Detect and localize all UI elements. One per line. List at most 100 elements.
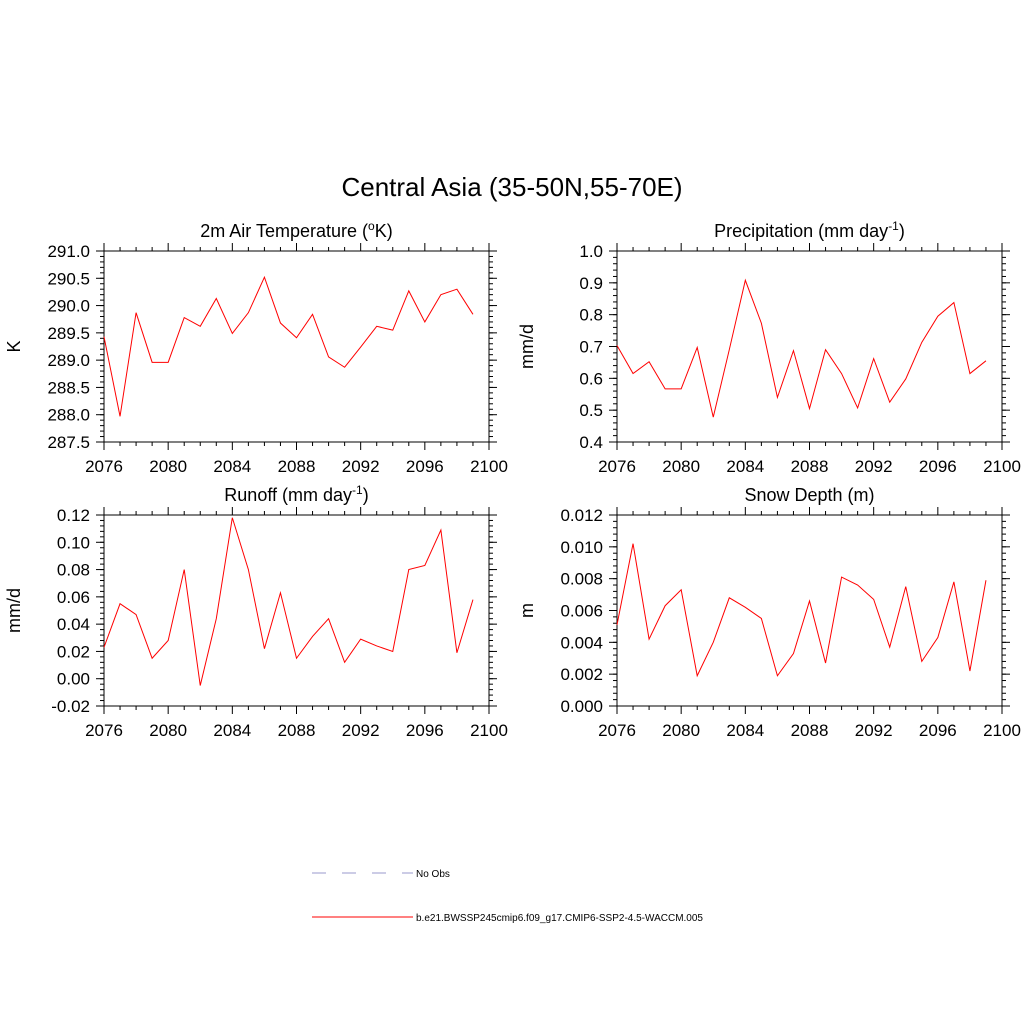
y-axis-label: mm/d: [517, 324, 537, 369]
data-point: [729, 349, 730, 350]
y-tick-label: 0.08: [57, 561, 90, 580]
y-tick-label: 0.002: [560, 665, 603, 684]
data-point: [312, 314, 313, 315]
y-tick-label: 0.10: [57, 533, 90, 552]
data-point: [713, 642, 714, 643]
data-point: [344, 367, 345, 368]
data-point: [376, 645, 377, 646]
x-tick-label: 2096: [919, 457, 957, 476]
data-point: [135, 614, 136, 615]
figure-title: Central Asia (35-50N,55-70E): [341, 172, 682, 202]
y-tick-label: 290.0: [47, 297, 90, 316]
data-point: [216, 618, 217, 619]
panel-title-tail: ): [363, 485, 369, 505]
x-tick-label: 2100: [983, 457, 1021, 476]
data-point: [248, 312, 249, 313]
data-point: [729, 597, 730, 598]
panels: 2m Air Temperature (oK) K 2076 2080 2084 2088…: [4, 219, 1021, 740]
y-tick-label: 288.5: [47, 378, 90, 397]
panel-title-text: Snow Depth (m): [744, 485, 874, 505]
x-tick-label: 2080: [662, 721, 700, 740]
data-point: [360, 639, 361, 640]
panel-title-text: 2m Air Temperature (: [200, 221, 368, 241]
data-point: [216, 298, 217, 299]
data-point: [841, 373, 842, 374]
y-tick-label: 0.000: [560, 697, 603, 716]
x-tick-label: 2092: [342, 721, 380, 740]
panel-title-superscript: -1: [352, 483, 363, 497]
data-point: [232, 517, 233, 518]
x-tick-label: 2084: [726, 457, 764, 476]
y-tick-label: 289.0: [47, 351, 90, 370]
data-point: [921, 661, 922, 662]
plot-frame: [616, 514, 1003, 707]
data-point: [264, 277, 265, 278]
legend-item: b.e21.BWSSP245cmip6.f09_g17.CMIP6-SSP2-4…: [312, 913, 703, 924]
legend: No Obs b.e21.BWSSP245cmip6.f09_g17.CMIP6-…: [312, 869, 703, 924]
data-point: [713, 417, 714, 418]
y-tick-label: 0.012: [560, 506, 603, 525]
y-tick-label: 0.006: [560, 602, 603, 621]
chart-panel-snow: Snow Depth (m) m 2076 2080 2084 2088 2092 2096 2…: [517, 485, 1021, 740]
data-point: [408, 290, 409, 291]
x-tick-label: 2080: [662, 457, 700, 476]
data-point: [472, 314, 473, 315]
y-tick-label: 0.7: [579, 338, 603, 357]
data-point: [184, 569, 185, 570]
data-point: [905, 586, 906, 587]
data-point: [857, 584, 858, 585]
x-tick-label: 2088: [278, 457, 316, 476]
data-point: [408, 569, 409, 570]
y-tick-label: 289.5: [47, 324, 90, 343]
data-point: [472, 599, 473, 600]
data-point: [761, 618, 762, 619]
y-tick-label: 0.00: [57, 670, 90, 689]
x-tick-label: 2096: [406, 457, 444, 476]
data-point: [328, 618, 329, 619]
legend-item: No Obs: [312, 869, 450, 880]
data-point: [296, 337, 297, 338]
panel-title-superscript: o: [368, 219, 375, 233]
data-point: [264, 648, 265, 649]
data-point: [103, 336, 104, 337]
x-tick-label: 2076: [85, 457, 123, 476]
data-point: [665, 605, 666, 606]
y-tick-label: 288.0: [47, 406, 90, 425]
data-point: [392, 330, 393, 331]
x-tick-label: 2100: [470, 457, 508, 476]
y-tick-label: 0.010: [560, 538, 603, 557]
data-point: [809, 408, 810, 409]
data-point: [376, 326, 377, 327]
x-tick-label: 2092: [855, 721, 893, 740]
data-point: [985, 580, 986, 581]
y-tick-label: 0.004: [560, 633, 603, 652]
data-point: [969, 373, 970, 374]
legend-label: b.e21.BWSSP245cmip6.f09_g17.CMIP6-SSP2-4…: [416, 913, 703, 924]
x-tick-label: 2084: [213, 721, 251, 740]
x-tick-label: 2076: [598, 721, 636, 740]
data-point: [889, 402, 890, 403]
data-point: [103, 647, 104, 648]
data-point: [168, 362, 169, 363]
y-tick-label: 0.008: [560, 570, 603, 589]
x-tick-label: 2092: [342, 457, 380, 476]
data-point: [697, 675, 698, 676]
data-point: [745, 607, 746, 608]
data-point: [344, 662, 345, 663]
data-point: [681, 388, 682, 389]
data-point: [648, 361, 649, 362]
data-point: [889, 647, 890, 648]
data-point: [809, 600, 810, 601]
x-tick-label: 2088: [278, 721, 316, 740]
data-point: [665, 388, 666, 389]
data-point: [745, 280, 746, 281]
data-point: [232, 333, 233, 334]
data-point: [135, 312, 136, 313]
y-tick-label: 291.0: [47, 242, 90, 261]
plot-frame: [616, 250, 1003, 443]
data-point: [761, 323, 762, 324]
y-tick-label: 0.8: [579, 306, 603, 325]
panel-title-text: Runoff (mm day: [224, 485, 352, 505]
data-point: [392, 651, 393, 652]
